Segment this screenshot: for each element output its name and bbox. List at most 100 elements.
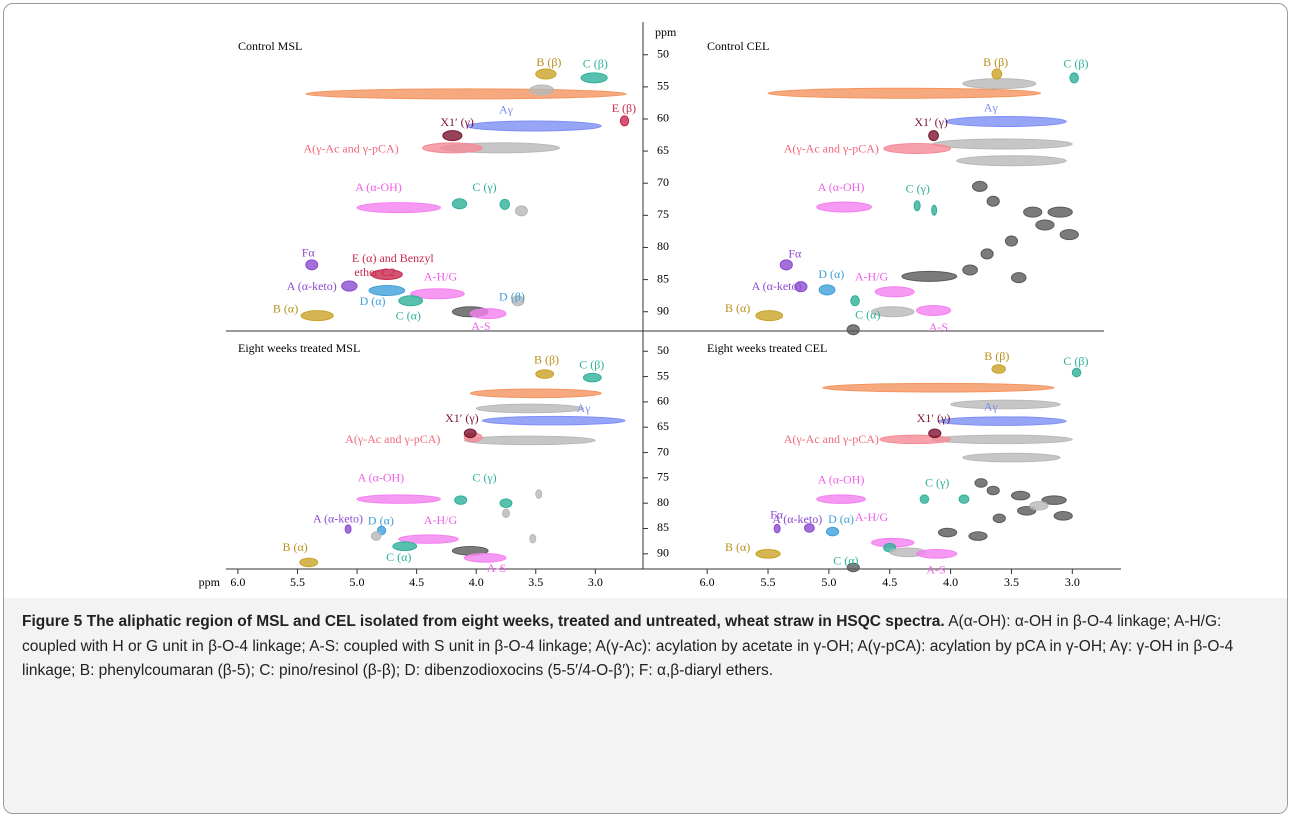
- contour-peak: [883, 143, 952, 155]
- x-tick-label: 3.0: [1065, 575, 1080, 589]
- contour-peak: [1004, 235, 1019, 247]
- y-tick-label: 50: [657, 343, 669, 357]
- contour-peak: [299, 557, 319, 568]
- peak-label: A-S: [487, 561, 506, 575]
- contour-peak: [529, 84, 555, 96]
- contour-peak: [481, 415, 626, 426]
- contour-peak: [356, 202, 441, 214]
- contour-peak: [937, 527, 958, 538]
- peak-label: C (α): [833, 554, 858, 568]
- contour-peak: [398, 534, 459, 544]
- peak-label: Aγ: [984, 400, 999, 414]
- contour-peak: [1010, 272, 1027, 284]
- contour-peak: [1035, 219, 1055, 231]
- contour-peak: [463, 428, 477, 439]
- contour-peak: [846, 324, 860, 336]
- contour-peak: [816, 201, 872, 213]
- contour-peak: [991, 68, 1003, 80]
- x-tick-label: 3.5: [528, 575, 543, 589]
- contour-peak: [968, 531, 988, 541]
- contour-peak: [870, 306, 915, 318]
- contour-peak: [398, 295, 424, 307]
- contour-peak: [422, 142, 483, 154]
- peak-label: C (β): [583, 57, 608, 71]
- x-tick-label: 4.5: [882, 575, 897, 589]
- contour-peak: [582, 372, 602, 383]
- x-tick-label: 6.0: [230, 575, 245, 589]
- contour-peak: [1053, 511, 1073, 521]
- contour-peak: [916, 304, 952, 316]
- peak-label: A (α-OH): [818, 473, 865, 487]
- peak-label: D (α): [828, 512, 854, 526]
- contour-peak: [958, 494, 970, 504]
- contour-peak: [1029, 500, 1049, 511]
- peak-label: C (α): [386, 550, 411, 564]
- contour-peak: [931, 204, 938, 216]
- peak-label: C (β): [579, 358, 604, 372]
- contour-peak: [370, 268, 403, 280]
- peak-label: A-H/G: [855, 269, 889, 283]
- peak-label: A(γ-Ac and γ-pCA): [784, 142, 879, 156]
- peak-label: B (β): [536, 55, 561, 69]
- peak-label: E (β): [612, 101, 636, 115]
- contour-peak: [1059, 229, 1079, 241]
- contour-peak: [529, 533, 537, 544]
- contour-peak: [962, 78, 1037, 90]
- contour-peak: [992, 513, 1006, 524]
- contour-peak: [767, 87, 1042, 99]
- contour-peak: [469, 388, 602, 399]
- contour-peak: [931, 434, 1073, 445]
- y-axis-label: ppm: [655, 25, 677, 39]
- peak-label: Fα: [788, 246, 802, 260]
- peak-label: ether C2: [354, 265, 395, 279]
- contour-peak: [511, 295, 525, 307]
- contour-peak: [341, 280, 358, 292]
- peak-label: X1′ (γ): [440, 115, 474, 129]
- y-tick-label: 70: [657, 444, 669, 458]
- peak-label: D (α): [360, 294, 386, 308]
- peak-label: X1′ (γ): [445, 411, 479, 425]
- contour-peak: [1010, 490, 1031, 501]
- x-tick-label: 6.0: [700, 575, 715, 589]
- contour-peak: [368, 285, 406, 297]
- spectra: Control MSL B (β) C (β) Aγ X1′ (γ) E (β) A(γ-A…: [199, 22, 1121, 589]
- contour-peak: [962, 452, 1061, 463]
- y-tick-label: 65: [657, 419, 669, 433]
- peak-label: B (β): [534, 353, 559, 367]
- contour-peak: [475, 403, 584, 414]
- panel-title: Eight weeks treated MSL: [238, 341, 360, 355]
- peak-label: C (γ): [906, 181, 930, 195]
- contour-peak: [818, 284, 836, 296]
- x-axis-label: ppm: [199, 575, 221, 589]
- contour-peak: [580, 72, 608, 84]
- contour-peak: [305, 88, 627, 100]
- contour-peak: [879, 434, 952, 445]
- contour-peak: [392, 541, 418, 552]
- contour-peak: [956, 155, 1067, 167]
- contour-peak: [816, 494, 866, 504]
- contour-peak: [344, 524, 352, 534]
- y-tick-label: 65: [657, 143, 669, 157]
- contour-peak: [928, 428, 942, 439]
- peak-label: A-H/G: [424, 513, 458, 527]
- panel-title: Eight weeks treated CEL: [707, 341, 827, 355]
- peak-label: A (α-OH): [358, 471, 405, 485]
- contour-peak: [901, 270, 958, 282]
- peak-label: A(γ-Ac and γ-pCA): [303, 142, 398, 156]
- peak-label: E (α) and Benzyl: [352, 251, 435, 265]
- figure-frame: Control MSL B (β) C (β) Aγ X1′ (γ) E (β) A(γ-A…: [3, 3, 1288, 814]
- y-tick-label: 90: [657, 546, 669, 560]
- peak-label: A (α-keto): [313, 512, 363, 526]
- y-tick-label: 85: [657, 271, 669, 285]
- contour-peak: [451, 198, 468, 210]
- contour-peak: [1071, 367, 1082, 378]
- peak-label: B (α): [282, 540, 307, 554]
- peak-label: C (γ): [472, 471, 496, 485]
- contour-peak: [535, 68, 557, 80]
- caption-title: Figure 5 The aliphatic region of MSL and…: [22, 613, 945, 630]
- peak-label: A(γ-Ac and γ-pCA): [345, 432, 440, 446]
- panel-title: Control CEL: [707, 39, 769, 53]
- peak-label: A (α-keto): [772, 512, 822, 526]
- contour-peak: [945, 116, 1067, 128]
- contour-peak: [822, 382, 1055, 393]
